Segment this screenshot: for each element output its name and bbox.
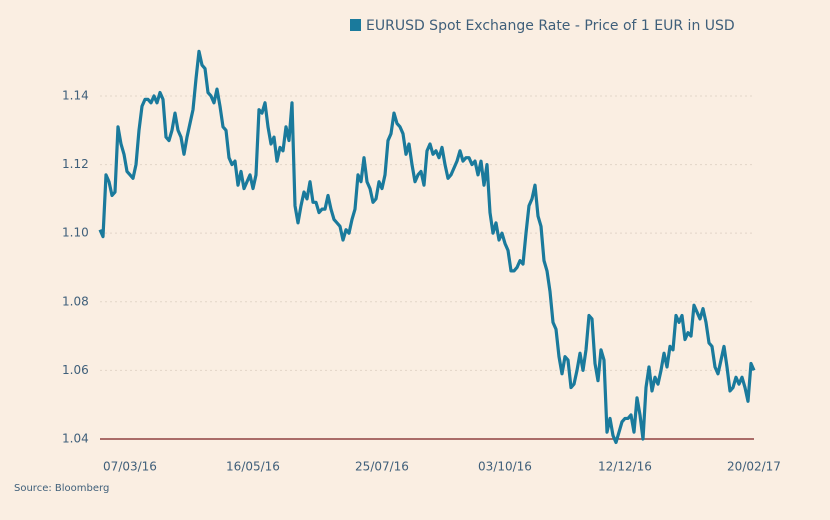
x-tick-label: 25/07/16 [355,460,409,474]
x-tick-label: 12/12/16 [598,460,652,474]
y-tick-label: 1.08 [62,294,89,308]
y-tick-label: 1.14 [62,88,89,102]
y-tick-label: 1.10 [62,226,89,240]
line [98,49,756,445]
x-tick-label: 20/02/17 [727,460,781,474]
y-tick-label: 1.06 [62,363,89,377]
source: Source: Bloomberg [14,483,109,494]
x-tick-label: 16/05/16 [226,460,280,474]
y-tick-label: 1.12 [62,157,89,171]
legend-label: EURUSD Spot Exchange Rate - Price of 1 E… [366,18,735,34]
y-tick-label: 1.04 [62,432,89,446]
x-tick-label: 03/10/16 [478,460,532,474]
legend-swatch [350,19,361,31]
x-tick-label: 07/03/16 [103,460,157,474]
